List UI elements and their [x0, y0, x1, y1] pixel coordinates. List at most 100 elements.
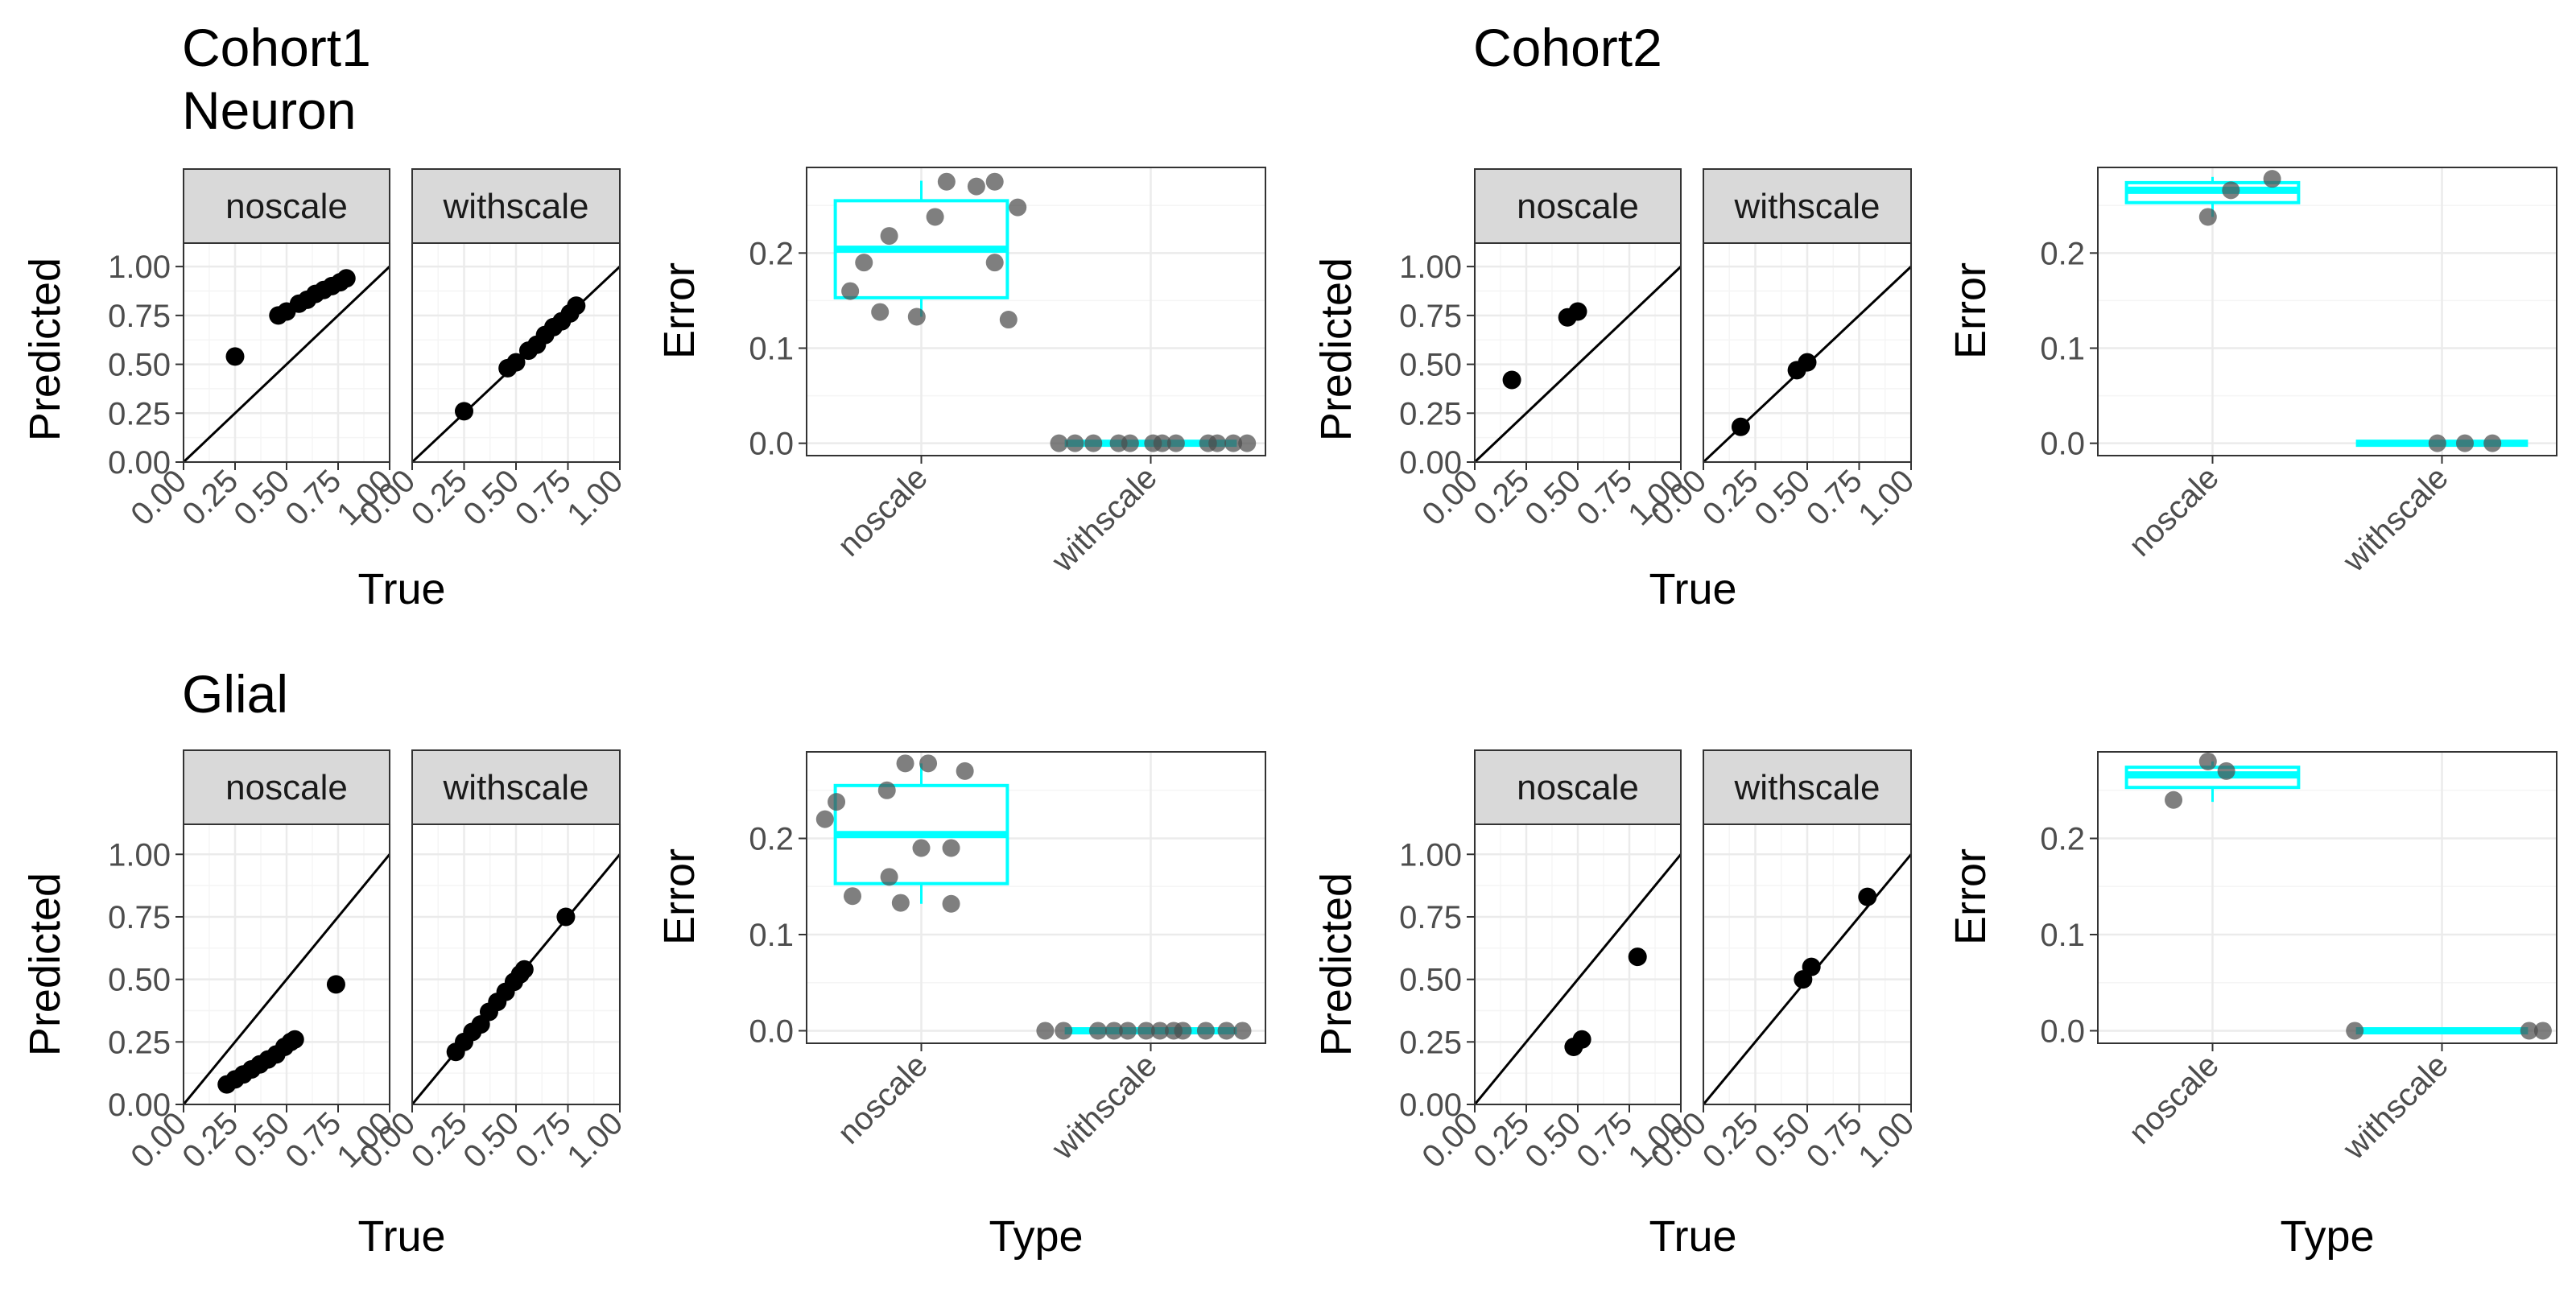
jitter-point	[1196, 1022, 1215, 1040]
x-tick-label: 0.75	[509, 1105, 578, 1174]
jitter-point	[2165, 790, 2183, 809]
data-point	[1568, 302, 1587, 321]
y-tick-label: 0.1	[749, 331, 794, 366]
jitter-point	[1119, 1022, 1137, 1040]
box-noscale	[833, 763, 1009, 904]
x-tick-label: 0.75	[1800, 463, 1869, 532]
facet-strip-label: noscale	[225, 187, 348, 226]
x-tick-label: 0.50	[1518, 1105, 1587, 1174]
x-axis-title: True	[1649, 565, 1736, 613]
jitter-point	[841, 282, 860, 300]
x-tick-label: 0.75	[1570, 463, 1639, 532]
x-tick-label: 0.25	[405, 1105, 474, 1174]
y-tick-label: 0.25	[108, 1025, 171, 1060]
y-axis-title: Predicted	[21, 258, 69, 441]
x-tick-label: 1.00	[560, 463, 630, 532]
x-tick-label: withscale	[1045, 1047, 1164, 1166]
x-axis-title: Type	[2280, 1212, 2374, 1261]
cohort1-neuron-scatter: noscale0.000.250.500.751.000.000.250.500…	[21, 168, 630, 613]
y-tick-label: 0.2	[2040, 236, 2085, 271]
data-point	[556, 907, 576, 927]
panel-border	[2097, 167, 2557, 456]
y-tick-label: 0.25	[1399, 396, 1462, 431]
facet-strip-label: noscale	[1517, 768, 1639, 807]
facet-strip	[1703, 749, 1912, 825]
jitter-point	[942, 839, 960, 857]
y-tick-label: 0.00	[1399, 445, 1462, 481]
jitter-point	[1166, 434, 1185, 452]
facet-strip-label: withscale	[1734, 187, 1880, 226]
jitter-point	[1066, 434, 1084, 452]
jitter-point	[2456, 434, 2474, 452]
y-axis-title: Error	[655, 848, 704, 945]
x-tick-label: 0.50	[1748, 463, 1817, 532]
y-tick-label: 0.50	[108, 963, 171, 998]
box-noscale	[2124, 761, 2301, 803]
jitter-point	[2428, 434, 2446, 452]
y-tick-label: 1.00	[1399, 250, 1462, 285]
facet-strip	[1474, 168, 1682, 244]
panel-background	[2098, 167, 2557, 456]
jitter-point	[2222, 181, 2240, 200]
y-tick-label: 0.2	[2040, 822, 2085, 857]
jitter-point	[999, 311, 1018, 329]
jitter-point	[844, 887, 861, 906]
x-tick-label: withscale	[1045, 460, 1164, 579]
jitter-point	[937, 172, 956, 191]
identity-line	[1475, 266, 1681, 462]
data-point	[514, 960, 534, 979]
y-tick-label: 1.00	[108, 837, 171, 873]
x-tick-label: noscale	[2122, 1047, 2226, 1151]
jitter-point	[1050, 434, 1068, 452]
jitter-point	[891, 894, 910, 912]
title-cohort1-line1: Cohort1	[182, 18, 371, 77]
data-point	[1731, 417, 1750, 436]
x-tick-label: 0.50	[1748, 1105, 1817, 1174]
jitter-point	[1150, 1022, 1169, 1040]
y-axis-title: Predicted	[21, 873, 69, 1056]
jitter-point	[2263, 170, 2281, 188]
box-noscale	[833, 180, 1009, 317]
panel-border	[2097, 751, 2557, 1044]
jitter-point	[896, 754, 914, 773]
jitter-point	[942, 894, 960, 913]
identity-line	[184, 266, 390, 462]
x-tick-label: noscale	[831, 1047, 935, 1151]
y-tick-label: 0.75	[1399, 299, 1462, 334]
facet-noscale: noscale0.000.250.500.751.000.000.250.500…	[108, 168, 399, 532]
data-point	[1858, 887, 1877, 906]
titles: Cohort1 Neuron Cohort2 Glial	[182, 18, 1662, 724]
facet-noscale: noscale0.000.250.500.751.000.000.250.500…	[108, 749, 399, 1174]
facet-strip-label: withscale	[443, 768, 589, 807]
x-tick-label: noscale	[2122, 460, 2226, 563]
facet-strip-label: noscale	[225, 768, 348, 807]
facet-strip	[183, 168, 390, 244]
y-tick-label: 0.75	[108, 299, 171, 334]
cohort1-glial-error: 0.0 0.1 0.2 noscale withscale Error Type	[655, 751, 1266, 1261]
jitter-point	[2533, 1022, 2552, 1040]
y-tick-label: 0.0	[2040, 427, 2085, 462]
x-tick-label: 0.25	[1467, 1105, 1536, 1174]
x-tick-label: 1.00	[560, 1105, 630, 1174]
x-tick-label: noscale	[831, 460, 935, 563]
jitter-point	[926, 208, 944, 226]
jitter-point	[1088, 1022, 1107, 1040]
jitter-point	[815, 810, 834, 828]
x-tick-label: withscale	[2336, 460, 2455, 579]
panel-border	[806, 167, 1266, 456]
x-tick-label: 0.75	[1800, 1105, 1869, 1174]
y-axis-title: Predicted	[1312, 873, 1360, 1056]
y-tick-label: 0.50	[1399, 348, 1462, 383]
y-tick-label: 0.1	[2040, 331, 2085, 366]
y-tick-label: 1.00	[1399, 837, 1462, 873]
jitter-point	[828, 793, 846, 811]
x-tick-label: 0.75	[279, 463, 348, 532]
data-point	[326, 975, 345, 994]
jitter-point	[912, 839, 931, 857]
jitter-point	[871, 303, 890, 321]
y-tick-label: 0.0	[749, 1013, 794, 1049]
x-tick-label: 0.75	[1570, 1105, 1639, 1174]
y-axis-title: Error	[655, 262, 704, 359]
